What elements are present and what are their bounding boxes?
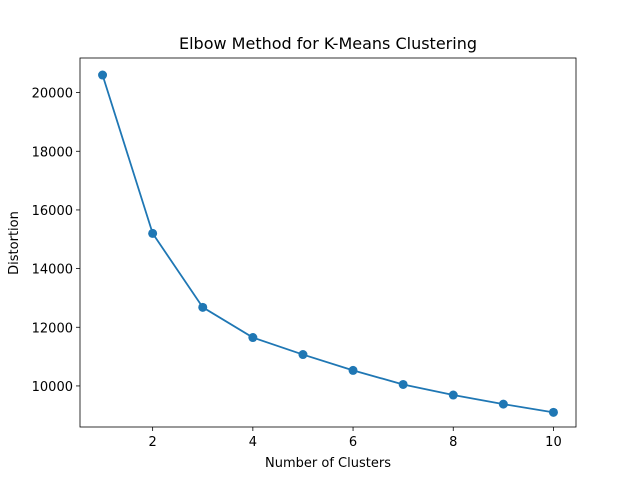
data-point (548, 407, 558, 417)
series-line (101, 74, 554, 414)
data-point (398, 379, 408, 389)
chart-title: Elbow Method for K-Means Clustering (179, 34, 477, 53)
y-axis-label: Distortion (7, 211, 22, 275)
y-tick-label: 16000 (32, 204, 73, 219)
y-tick-label: 20000 (32, 87, 73, 102)
x-axis-label: Number of Clusters (265, 456, 391, 471)
x-tick-label: 10 (545, 435, 562, 450)
series-layer (98, 70, 558, 417)
x-tick-label: 8 (449, 435, 457, 450)
data-point (98, 70, 108, 80)
data-point (248, 333, 258, 343)
x-axis: 2 4 6 8 10 (149, 427, 562, 450)
y-axis: 10000 12000 14000 16000 18000 20000 (32, 87, 80, 395)
data-point (298, 350, 308, 360)
data-point (348, 365, 358, 375)
x-tick-label: 6 (349, 435, 357, 450)
x-tick-label: 4 (249, 435, 257, 450)
y-tick-label: 14000 (32, 263, 73, 278)
y-tick-label: 12000 (32, 321, 73, 336)
x-tick-label: 2 (149, 435, 157, 450)
data-point (198, 302, 208, 312)
y-tick-label: 18000 (32, 145, 73, 160)
data-point (498, 399, 508, 409)
data-point (148, 228, 158, 238)
y-tick-label: 10000 (32, 380, 73, 395)
data-point (448, 390, 458, 400)
plot-area (79, 57, 577, 428)
